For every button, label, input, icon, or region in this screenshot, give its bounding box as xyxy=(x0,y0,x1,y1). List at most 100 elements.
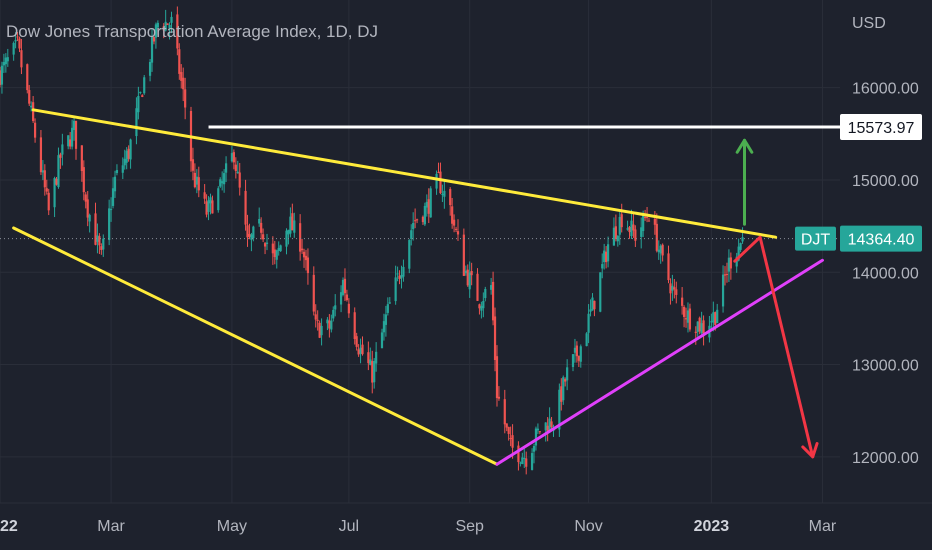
candle-body xyxy=(6,57,9,62)
candle xyxy=(396,266,399,282)
candle xyxy=(248,223,251,240)
candle-body xyxy=(686,310,690,323)
candle xyxy=(603,243,606,270)
candle-body xyxy=(141,95,144,97)
candle xyxy=(302,248,306,268)
candle xyxy=(152,36,156,45)
candle-body xyxy=(164,21,167,31)
candle-body xyxy=(59,154,62,158)
candle-body xyxy=(2,62,5,66)
candle-body xyxy=(191,159,195,171)
candle-body xyxy=(398,275,401,279)
candle-body xyxy=(618,216,621,235)
candle-body xyxy=(115,170,119,174)
candle xyxy=(468,261,471,298)
candle xyxy=(478,303,481,315)
candle-body xyxy=(299,223,302,252)
candle-body xyxy=(154,24,158,38)
candle xyxy=(532,443,536,464)
candle xyxy=(369,347,372,366)
time-axis[interactable]: 2022 Mar May Jul Sep Nov 2023 Mar xyxy=(0,502,932,535)
candle xyxy=(435,170,438,195)
candle-body xyxy=(30,105,33,108)
candle-body xyxy=(645,217,649,219)
candle xyxy=(380,328,384,349)
candle xyxy=(451,197,454,229)
candle xyxy=(386,297,389,316)
price-axis[interactable]: 15573.97 USD 12000.00 13000.00 14000.00 15000… xyxy=(840,0,932,550)
candle xyxy=(616,235,619,247)
candle xyxy=(673,279,676,299)
candle-body xyxy=(642,213,645,232)
candle xyxy=(262,228,265,243)
resistance-level-axis-label-text: 15573.97 xyxy=(848,120,915,137)
candle xyxy=(476,268,479,301)
candle xyxy=(525,451,528,475)
candle-body xyxy=(698,317,701,332)
candle xyxy=(45,179,48,195)
candle xyxy=(491,271,495,326)
candle-body xyxy=(503,399,506,425)
candle-body xyxy=(538,431,541,433)
candle-body xyxy=(47,192,50,211)
candle xyxy=(287,229,290,245)
candle xyxy=(587,304,590,344)
candle-body xyxy=(421,216,425,223)
candle-body xyxy=(371,361,374,383)
candle xyxy=(223,169,226,193)
candle-body xyxy=(361,344,364,355)
candle xyxy=(26,63,29,94)
candle xyxy=(495,345,499,407)
candle-body xyxy=(96,235,99,242)
candle xyxy=(121,157,124,180)
candle xyxy=(573,338,577,363)
candle xyxy=(6,48,9,67)
candle xyxy=(41,160,44,181)
candle-body xyxy=(659,245,662,254)
candle xyxy=(109,197,113,222)
candle xyxy=(82,160,85,201)
candle xyxy=(18,36,21,53)
candle xyxy=(260,217,263,240)
candle xyxy=(686,302,690,333)
candle xyxy=(291,203,294,231)
candle xyxy=(30,101,33,112)
candle-body xyxy=(562,377,565,401)
candle xyxy=(347,298,350,318)
candle xyxy=(546,417,549,442)
candle-body xyxy=(369,359,372,365)
candle-body xyxy=(577,355,580,361)
candle xyxy=(696,321,699,337)
candle xyxy=(304,249,308,271)
candle xyxy=(415,218,419,224)
candle xyxy=(523,448,526,468)
candle xyxy=(449,187,452,216)
candle xyxy=(353,307,356,345)
candle-body xyxy=(427,199,430,214)
candle-body xyxy=(493,316,497,361)
x-tick-label: 2022 xyxy=(0,518,18,535)
candle-body xyxy=(170,16,173,23)
candle-body xyxy=(148,61,152,76)
candle xyxy=(359,338,362,364)
candle-body xyxy=(632,224,635,231)
candle-body xyxy=(634,229,637,241)
candle-body xyxy=(688,308,692,330)
candle-body xyxy=(223,173,226,185)
candle-body xyxy=(550,421,553,427)
candle-body xyxy=(86,199,89,218)
candle-body xyxy=(26,64,29,91)
candle-body xyxy=(248,234,251,237)
candle xyxy=(72,116,76,141)
candle-body xyxy=(605,251,608,263)
candle-body xyxy=(729,257,732,269)
candle-body xyxy=(127,148,130,159)
candle xyxy=(462,228,465,277)
chart-title: Dow Jones Transportation Average Index, … xyxy=(6,22,378,41)
candle-body xyxy=(221,181,224,184)
candle xyxy=(536,423,540,435)
candle-body xyxy=(521,457,524,465)
candle xyxy=(341,277,345,297)
candle-body xyxy=(480,306,483,311)
